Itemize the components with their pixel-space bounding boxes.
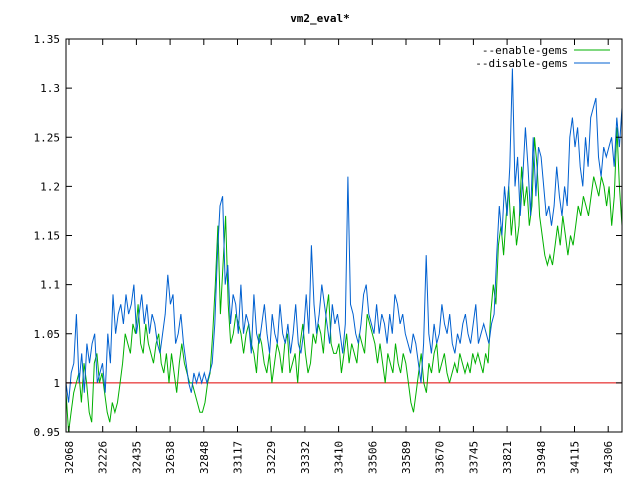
y-tick-label: 1.05 — [34, 328, 61, 341]
y-tick-label: 1 — [53, 377, 60, 390]
x-tick-label: 34115 — [569, 441, 582, 474]
x-tick-label: 33332 — [299, 441, 312, 474]
x-tick-label: 32068 — [63, 441, 76, 474]
y-tick-label: 1.25 — [34, 131, 61, 144]
x-tick-label: 32848 — [198, 441, 211, 474]
x-tick-label: 33821 — [501, 441, 514, 474]
x-tick-label: 33117 — [232, 441, 245, 474]
axes: 0.95 1 1.05 1.1 1.15 1.2 1.25 1.3 1.35 32068 32226… — [34, 33, 623, 474]
x-tick-label: 33410 — [333, 441, 346, 474]
plot-area — [65, 68, 623, 433]
x-tick-label: 33589 — [400, 441, 413, 474]
x-tick-label: 32638 — [164, 441, 177, 474]
legend: --enable-gems--disable-gems — [475, 44, 610, 70]
x-tick-label: 32226 — [97, 441, 110, 474]
x-tick-label: 33229 — [265, 441, 278, 474]
legend-label: --enable-gems — [482, 44, 568, 57]
x-tick-label: 33948 — [535, 441, 548, 474]
y-tick-label: 0.95 — [34, 426, 61, 439]
y-tick-label: 1.2 — [40, 180, 60, 193]
chart-title: vm2_eval* — [290, 12, 350, 25]
y-tick-label: 1.3 — [40, 82, 60, 95]
y-tick-label: 1.15 — [34, 230, 61, 243]
legend-label: --disable-gems — [475, 57, 568, 70]
series-line-enable-gems — [65, 127, 623, 433]
x-tick-label: 33506 — [366, 441, 379, 474]
y-tick-label: 1.35 — [34, 33, 61, 46]
x-tick-label: 33745 — [467, 441, 480, 474]
x-tick-label: 33670 — [434, 441, 447, 474]
y-tick-label: 1.1 — [40, 279, 60, 292]
x-tick-label: 34306 — [602, 441, 615, 474]
x-tick-label: 32435 — [130, 441, 143, 474]
series-line-disable-gems — [65, 68, 623, 403]
